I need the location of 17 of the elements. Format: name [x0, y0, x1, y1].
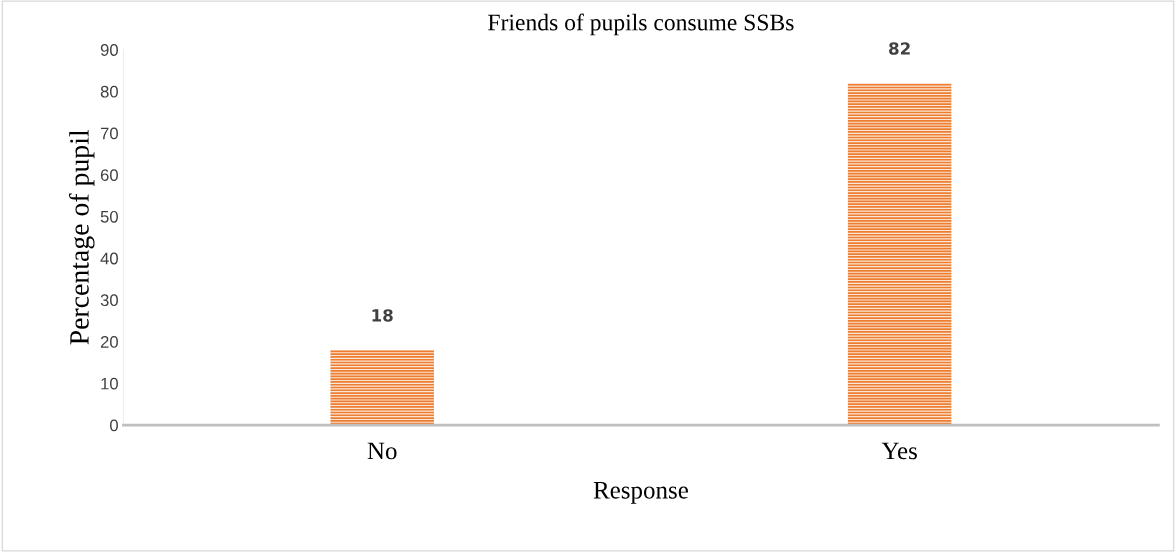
- y-tick-label: 90: [100, 44, 118, 56]
- y-tick-label: 60: [100, 169, 118, 181]
- x-tick-label: No: [367, 442, 397, 460]
- y-tick-label: 40: [100, 252, 118, 265]
- y-tick-label: 50: [100, 210, 118, 223]
- y-axis-title: Percentage of pupil: [68, 129, 95, 345]
- data-label: 18: [372, 309, 393, 322]
- y-tick-label: 70: [100, 127, 118, 140]
- x-tick-label: Yes: [881, 442, 917, 460]
- chart-title: Friends of pupils consume SSBs: [488, 13, 794, 36]
- y-tick-label: 30: [100, 294, 118, 307]
- y-tick-label: 80: [100, 85, 118, 98]
- x-axis-title: Response: [593, 482, 688, 504]
- y-tick-label: 10: [101, 377, 118, 390]
- data-label: 82: [889, 42, 910, 55]
- y-tick-label: 20: [100, 336, 118, 348]
- y-tick-label: 0: [110, 419, 118, 432]
